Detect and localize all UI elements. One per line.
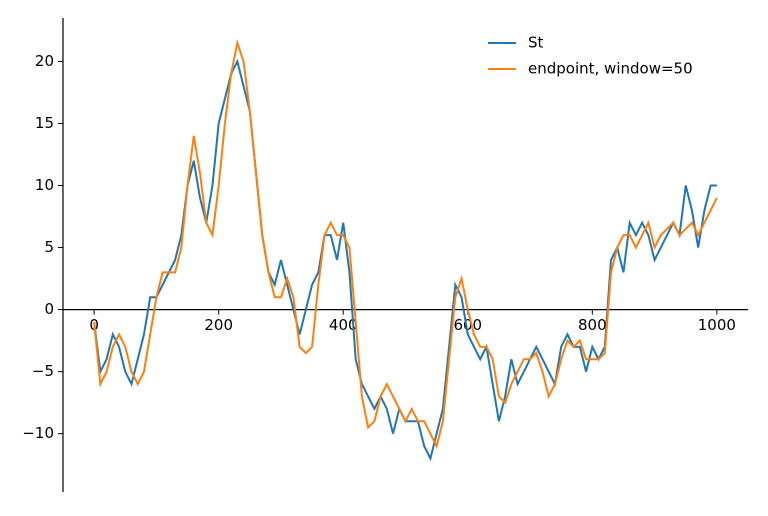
x-tick-label: 600	[453, 316, 482, 334]
x-tick-label: 1000	[698, 316, 736, 334]
y-tick-label: −10	[22, 424, 54, 442]
y-tick-label: 0	[44, 300, 54, 318]
y-tick-label: 10	[35, 176, 54, 194]
x-tick-label: 200	[204, 316, 233, 334]
y-tick-label: −5	[32, 362, 54, 380]
legend-label: St	[528, 34, 544, 52]
y-tick-label: 15	[35, 114, 54, 132]
x-tick-label: 800	[578, 316, 607, 334]
series-line	[93, 58, 717, 462]
y-tick-label: 5	[44, 238, 54, 256]
legend-label: endpoint, window=50	[528, 60, 693, 78]
y-tick-label: 20	[35, 52, 54, 70]
series-line	[93, 38, 718, 449]
x-tick-label: 400	[329, 316, 358, 334]
